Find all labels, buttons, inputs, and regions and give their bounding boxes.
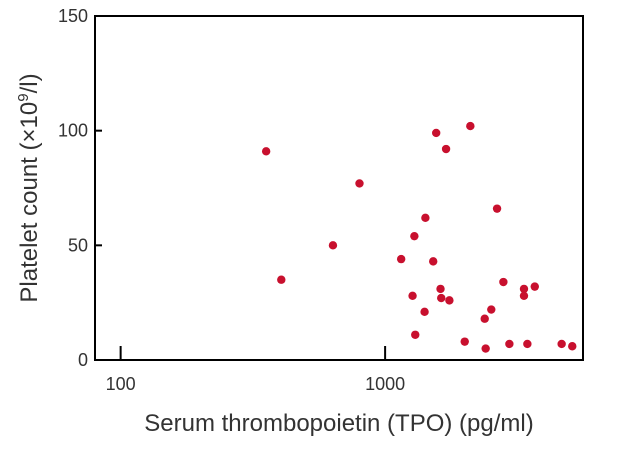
data-point xyxy=(530,282,539,291)
data-point xyxy=(396,254,406,264)
data-point xyxy=(466,121,475,131)
y-tick-label: 0 xyxy=(78,350,88,370)
data-point xyxy=(437,293,446,303)
data-point xyxy=(277,275,286,284)
data-point xyxy=(441,144,451,154)
data-point xyxy=(420,307,429,317)
x-axis-ticks: 100 1000 xyxy=(106,346,405,394)
x-tick-label: 1000 xyxy=(365,374,405,394)
y-tick-label: 150 xyxy=(58,6,88,26)
data-point xyxy=(410,231,419,241)
data-point xyxy=(523,339,532,349)
y-axis-ticks: 0 50 100 150 xyxy=(58,6,102,370)
data-point xyxy=(429,257,438,266)
data-point xyxy=(481,344,490,353)
data-point xyxy=(431,128,441,138)
data-point xyxy=(445,296,454,305)
data-point xyxy=(355,179,364,188)
y-axis-title: Platelet count (×109/l) xyxy=(15,73,43,302)
data-point xyxy=(261,147,271,156)
data-point xyxy=(487,305,496,314)
data-point xyxy=(568,342,577,351)
y-axis-title-main: Platelet count (×10 xyxy=(16,102,43,303)
x-axis-title: Serum thrombopoietin (TPO) (pg/ml) xyxy=(144,410,533,437)
data-point xyxy=(519,291,529,300)
data-points xyxy=(261,121,577,353)
data-point xyxy=(492,204,502,213)
y-axis-title-end: /l) xyxy=(16,73,43,93)
y-tick-label: 100 xyxy=(58,121,88,141)
data-point xyxy=(421,213,430,223)
plot-frame xyxy=(94,15,584,361)
data-point xyxy=(519,284,529,294)
y-tick-label: 50 xyxy=(68,235,88,255)
data-point xyxy=(505,339,514,349)
data-point xyxy=(480,314,489,323)
data-point xyxy=(411,330,420,339)
y-axis-title-superscript: 9 xyxy=(15,93,32,101)
data-point xyxy=(460,337,469,346)
data-point xyxy=(557,339,566,349)
data-point xyxy=(408,291,417,300)
x-tick-label: 100 xyxy=(106,374,136,394)
data-point xyxy=(436,284,445,294)
data-point xyxy=(328,241,338,250)
data-point xyxy=(499,277,508,287)
